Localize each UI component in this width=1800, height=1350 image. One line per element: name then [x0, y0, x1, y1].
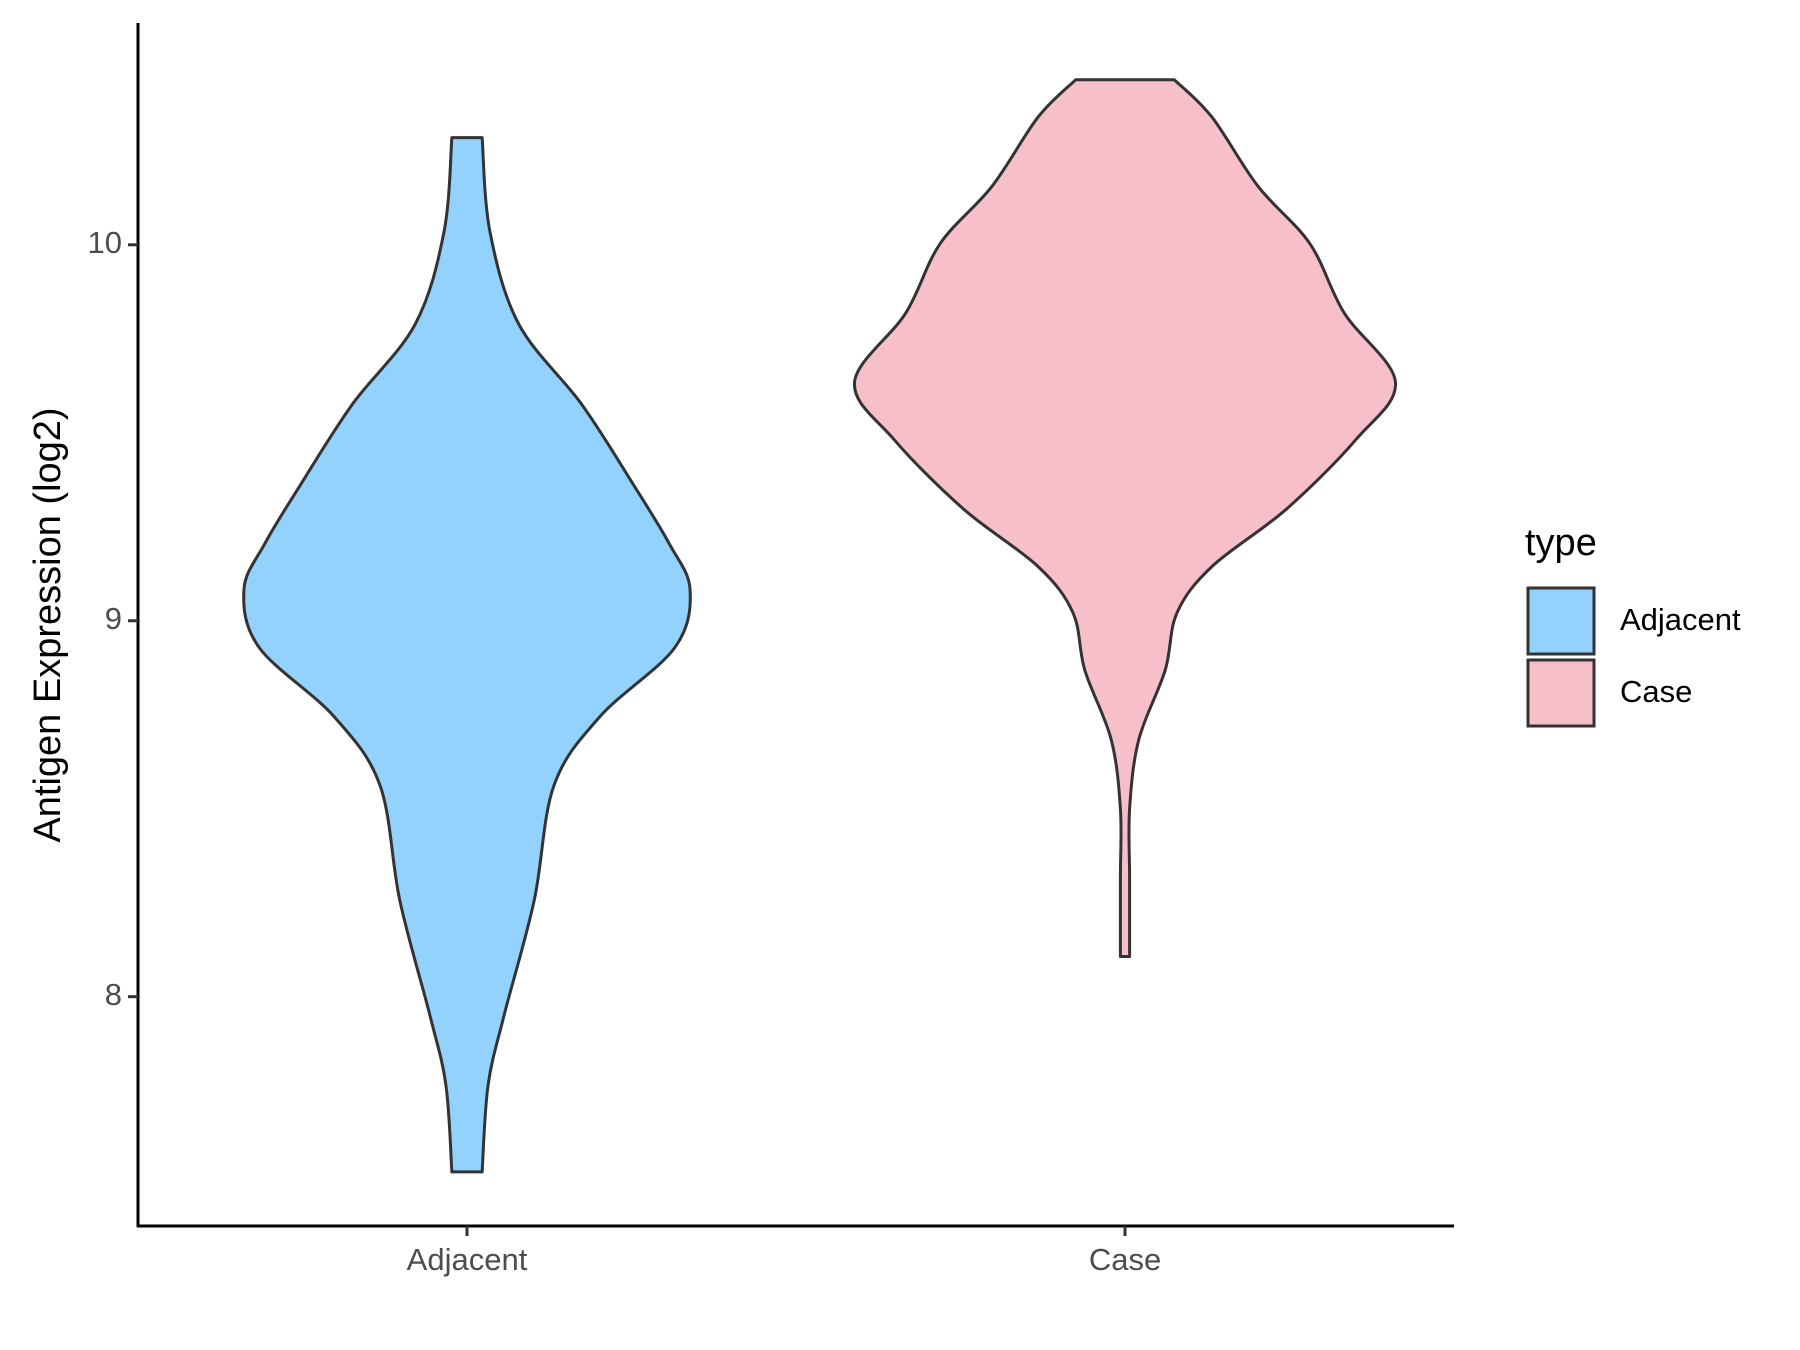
violin — [853, 78, 1397, 958]
legend-key — [1526, 586, 1596, 656]
legend-label: Adjacent — [1620, 602, 1741, 637]
y-tick-label: 8 — [105, 977, 122, 1012]
y-tick-label: 9 — [105, 601, 122, 636]
legend-label: Case — [1620, 674, 1692, 709]
y-axis-label: Antigen Expression (log2) — [27, 407, 69, 842]
x-tick-label: Case — [1089, 1242, 1161, 1277]
violin — [242, 136, 692, 1174]
x-tick-label: Adjacent — [407, 1242, 528, 1277]
legend-title: type — [1525, 522, 1597, 564]
y-tick-label: 10 — [88, 225, 122, 260]
legend-key — [1526, 658, 1596, 728]
